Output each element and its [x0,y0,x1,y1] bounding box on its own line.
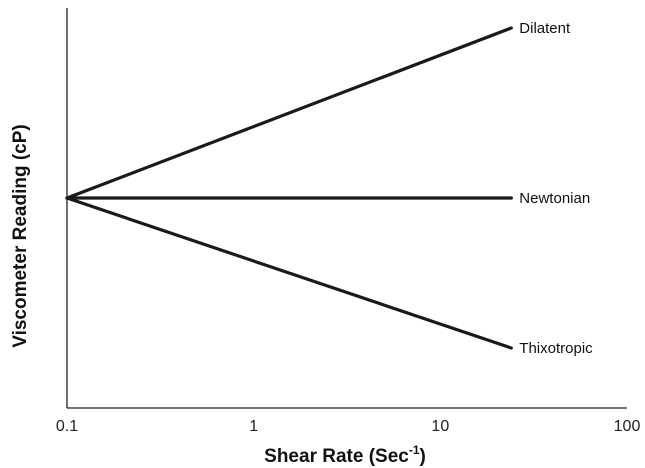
series-label-newtonian: Newtonian [519,190,590,207]
series-labels: Dilatent Newtonian Thixotropic [519,20,593,357]
series-line-thixotropic [65,196,513,350]
x-tick-label: 1 [249,418,258,435]
series-label-thixotropic: Thixotropic [519,340,593,357]
y-axis-title: Viscometer Reading (cP) [10,124,31,348]
x-tick-label: 10 [431,418,449,435]
x-axis-title-suffix: ) [420,446,426,467]
series-label-dilatent: Dilatent [519,20,571,37]
series-lines [65,26,513,350]
x-axis-title: Shear Rate (Sec-1) [264,443,426,467]
x-tick-labels: 0.1 1 10 100 [56,418,641,435]
axes [66,8,627,409]
series-line-dilatent [65,26,513,200]
x-tick-label: 0.1 [56,418,78,435]
x-axis-title-superscript: -1 [409,443,420,457]
x-tick-label: 100 [614,418,641,435]
